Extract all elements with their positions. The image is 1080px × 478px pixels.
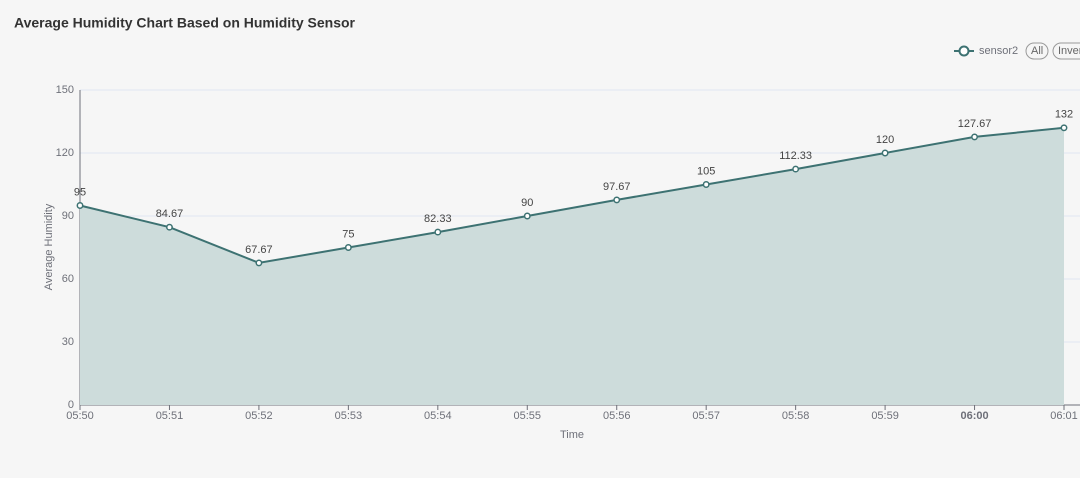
y-axis-title: Average Humidity [43,203,55,290]
x-tick-label: 06:01 [1050,410,1078,422]
legend-button-label[interactable]: All [1031,45,1043,57]
legend-marker [958,45,970,57]
x-tick-label: 05:54 [424,410,452,422]
data-label: 112.33 [779,150,812,162]
x-tick-label: 05:50 [66,410,94,422]
y-tick-label: 150 [56,84,74,96]
x-tick-label: 05:58 [782,410,810,422]
x-tick-label: 05:56 [603,410,631,422]
legend-button-label[interactable]: Inverse [1058,45,1080,57]
data-label: 95 [74,186,86,198]
data-label: 120 [876,134,894,146]
data-label: 82.33 [424,213,452,225]
point [434,228,442,236]
data-label: 127.67 [958,118,992,130]
legend-label[interactable]: sensor2 [979,45,1018,57]
x-tick-label: 05:52 [245,410,273,422]
x-tick-label: 06:00 [960,410,988,422]
data-label: 132 [1055,109,1073,121]
point [1060,124,1068,132]
y-tick-label: 0 [68,399,74,411]
line [79,126,1065,264]
data-label: 67.67 [245,244,273,256]
y-tick-label: 90 [62,210,74,222]
legend-button[interactable] [1052,42,1080,60]
data-label: 105 [697,165,715,177]
legend-button[interactable] [1025,42,1049,60]
point [76,202,84,209]
point [792,165,800,173]
x-axis-title: Time [560,429,584,441]
data-label: 84.67 [156,208,184,220]
area [80,127,1064,406]
x-tick-label: 05:53 [335,410,363,422]
x-tick-label: 05:59 [871,410,899,422]
x-tick-label: 05:57 [692,410,720,422]
data-label: 75 [342,228,354,240]
data-label: 97.67 [603,181,631,193]
x-tick-label: 05:51 [156,410,184,422]
point [344,244,352,251]
point [613,196,621,204]
point [523,212,531,220]
y-tick-label: 60 [62,273,74,285]
x-tick-label: 05:55 [514,410,542,422]
point [881,149,889,157]
point [166,223,173,231]
data-label: 90 [521,197,533,209]
y-tick-label: 30 [62,336,74,348]
chart-title: Average Humidity Chart Based on Humidity… [14,15,356,31]
point [702,181,710,188]
y-tick-label: 120 [56,147,74,159]
point [971,133,978,141]
point [255,259,263,267]
